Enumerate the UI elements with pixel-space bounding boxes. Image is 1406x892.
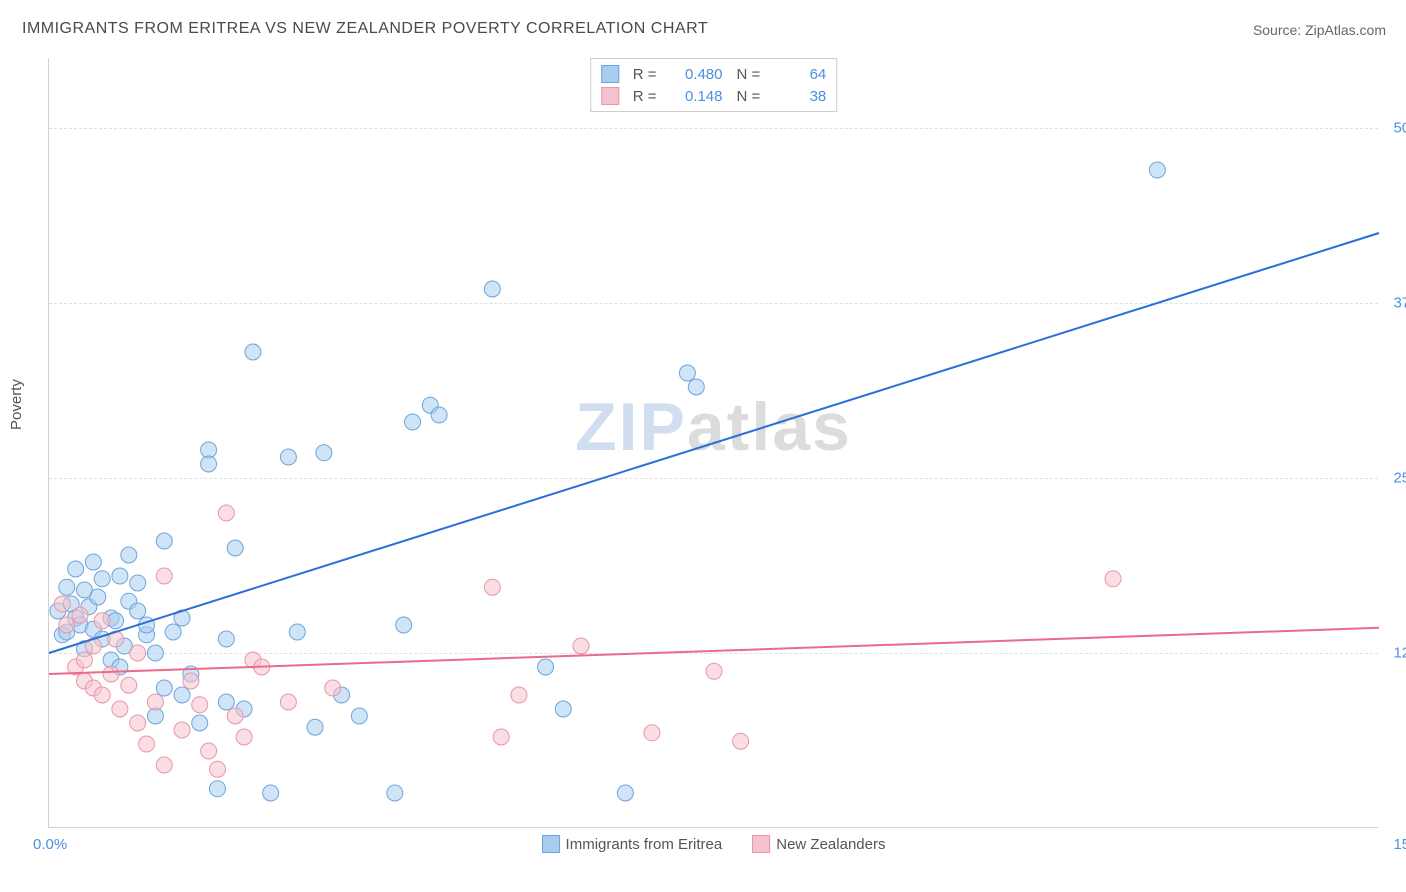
r-prefix: R = <box>633 88 657 105</box>
source-name: ZipAtlas.com <box>1305 22 1386 38</box>
legend-item-nz: New Zealanders <box>752 835 885 853</box>
x-tick-max: 15.0% <box>1393 836 1406 853</box>
correlation-legend: R = 0.480 N = 64 R = 0.148 N = 38 <box>590 58 838 112</box>
r-value-eritrea: 0.480 <box>665 66 723 83</box>
swatch-eritrea <box>601 65 619 83</box>
x-tick-min: 0.0% <box>33 836 67 853</box>
chart-plot-area: ZIPatlas 12.5%25.0%37.5%50.0% 0.0% 15.0%… <box>48 58 1378 828</box>
series-legend: Immigrants from Eritrea New Zealanders <box>542 835 886 853</box>
n-prefix: N = <box>737 66 761 83</box>
legend-row-eritrea: R = 0.480 N = 64 <box>601 63 827 85</box>
series-label-nz: New Zealanders <box>776 836 885 853</box>
legend-item-eritrea: Immigrants from Eritrea <box>542 835 723 853</box>
n-value-eritrea: 64 <box>768 66 826 83</box>
swatch-eritrea <box>542 835 560 853</box>
scatter-svg <box>49 58 1378 827</box>
r-value-nz: 0.148 <box>665 88 723 105</box>
n-value-nz: 38 <box>768 88 826 105</box>
swatch-nz <box>601 87 619 105</box>
y-axis-label: Poverty <box>8 379 25 430</box>
n-prefix: N = <box>737 88 761 105</box>
r-prefix: R = <box>633 66 657 83</box>
source-prefix: Source: <box>1253 22 1305 38</box>
source-attribution: Source: ZipAtlas.com <box>1253 22 1386 38</box>
series-label-eritrea: Immigrants from Eritrea <box>566 836 723 853</box>
legend-row-nz: R = 0.148 N = 38 <box>601 85 827 107</box>
chart-title: IMMIGRANTS FROM ERITREA VS NEW ZEALANDER… <box>22 20 708 38</box>
swatch-nz <box>752 835 770 853</box>
